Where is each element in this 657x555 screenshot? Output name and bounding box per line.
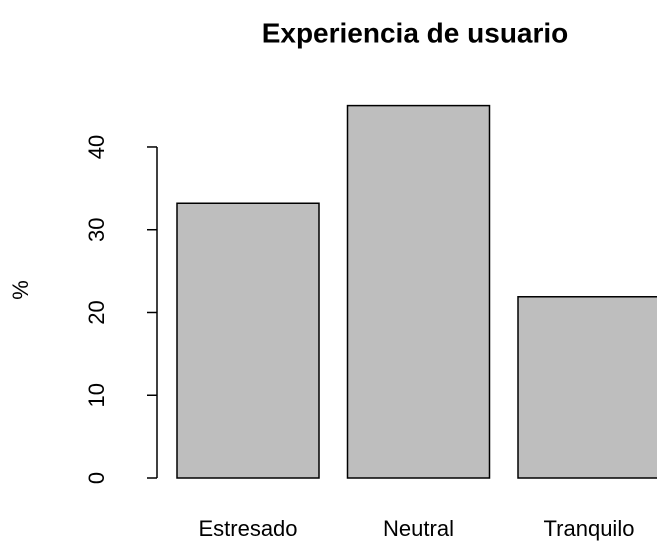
y-axis-label: %	[8, 280, 33, 300]
x-tick-label: Tranquilo	[544, 516, 635, 541]
bar	[176, 202, 320, 479]
y-tick-label: 0	[84, 472, 109, 484]
x-tick-label: Estresado	[198, 516, 297, 541]
bar	[517, 296, 657, 479]
bar	[346, 104, 491, 479]
y-tick-label: 10	[84, 383, 109, 407]
chart-title: Experiencia de usuario	[262, 17, 569, 48]
y-tick-label: 20	[84, 300, 109, 324]
x-tick-label: Neutral	[383, 516, 454, 541]
y-tick-label: 30	[84, 217, 109, 241]
y-tick-label: 40	[84, 135, 109, 159]
